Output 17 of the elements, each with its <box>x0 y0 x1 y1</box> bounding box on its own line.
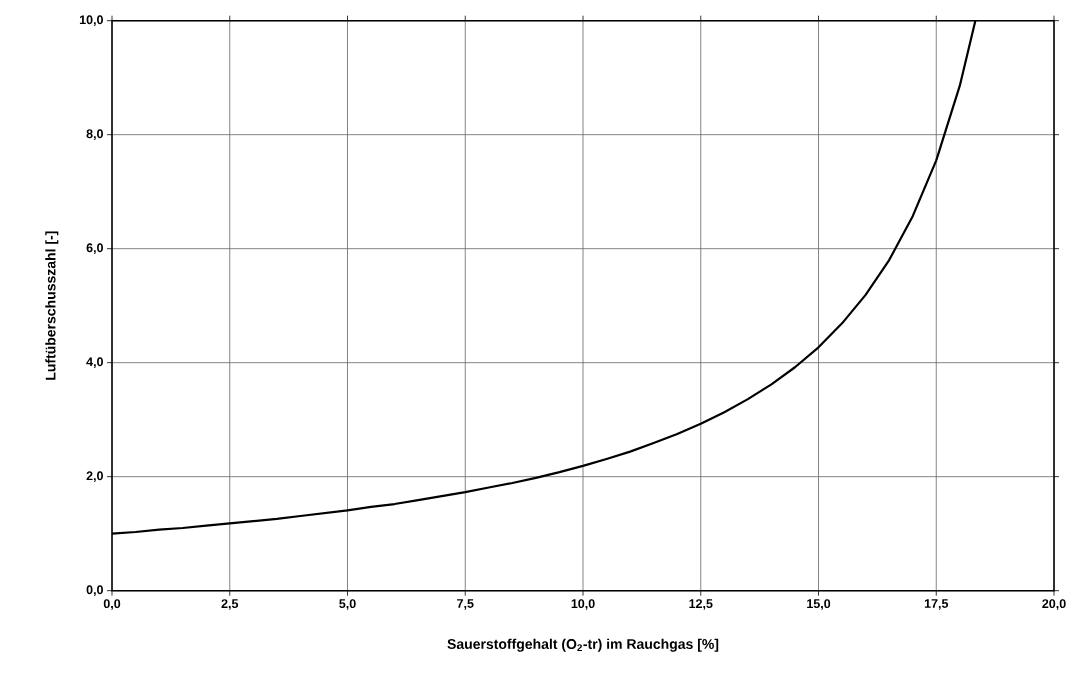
x-tick-label: 10,0 <box>571 599 595 610</box>
x-tick-label: 0,0 <box>103 599 121 610</box>
y-tick-label: 8,0 <box>86 129 103 141</box>
y-tick-label: 0,0 <box>86 585 103 597</box>
x-axis-title: Sauerstoffgehalt (O$_{2}$-tr) im Rauchgas [%] <box>447 638 719 652</box>
x-tick-label: 17,5 <box>924 599 949 610</box>
x-tick-label: 12,5 <box>689 599 713 610</box>
y-tick-label: 4,0 <box>86 357 103 369</box>
x-tick-label: 7,5 <box>457 599 474 610</box>
y-axis-title: Luftüberschusszahl [-] <box>45 231 59 380</box>
y-tick-label: 2,0 <box>86 471 103 483</box>
x-tick-label: 15,0 <box>807 599 831 610</box>
y-tick-label: 6,0 <box>86 243 103 255</box>
x-tick-label: 2,5 <box>221 599 239 610</box>
y-tick-label: 10,0 <box>79 15 103 27</box>
x-tick-label: 5,0 <box>339 599 356 610</box>
x-tick-label: 20,0 <box>1042 599 1066 610</box>
